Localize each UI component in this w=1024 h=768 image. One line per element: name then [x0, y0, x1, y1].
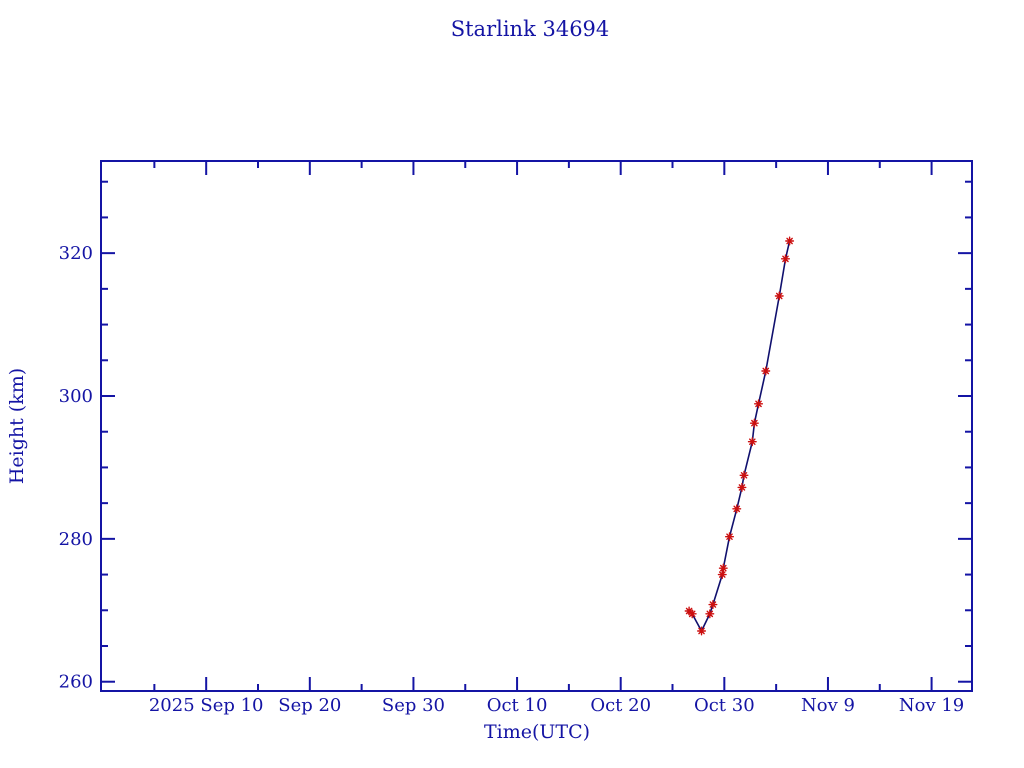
x-tick-label: Oct 30	[694, 695, 755, 716]
data-point-marker	[732, 504, 742, 514]
x-tick-label: Nov 19	[899, 695, 964, 716]
x-tick-label: 2025 Sep 10	[149, 695, 264, 716]
y-tick-label: 320	[59, 243, 93, 264]
data-point-marker	[708, 600, 718, 610]
y-axis-title: Height (km)	[6, 367, 28, 485]
y-tick-label: 260	[59, 672, 93, 693]
plot-frame	[100, 160, 973, 692]
x-tick-label: Oct 20	[590, 695, 651, 716]
data-point-marker	[705, 609, 715, 619]
x-axis-title: Time(UTC)	[483, 721, 591, 743]
x-tick-label: Sep 20	[278, 695, 341, 716]
data-point-marker	[774, 291, 784, 301]
x-tick-label: Sep 30	[382, 695, 445, 716]
data-point-marker	[739, 470, 749, 480]
y-tick-label: 280	[59, 529, 93, 550]
data-point-marker	[737, 482, 747, 492]
x-tick-label: Nov 9	[801, 695, 855, 716]
data-point-marker	[687, 609, 697, 619]
data-point-marker	[761, 366, 771, 376]
data-point-marker	[718, 563, 728, 573]
x-tick-label: Oct 10	[487, 695, 548, 716]
data-point-marker	[725, 532, 735, 542]
data-point-marker	[747, 437, 757, 447]
data-point-marker	[717, 570, 727, 580]
data-point-marker	[780, 254, 790, 264]
chart-title: Starlink 34694	[450, 17, 610, 41]
y-tick-label: 300	[59, 386, 93, 407]
data-line	[688, 240, 791, 632]
data-point-marker	[785, 236, 795, 246]
data-point-marker	[697, 626, 707, 636]
data-point-marker	[749, 418, 759, 428]
data-point-marker	[754, 399, 764, 409]
